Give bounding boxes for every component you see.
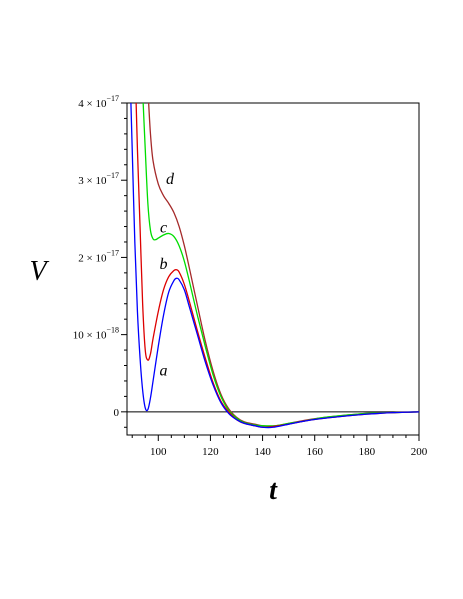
y-axis-title: V xyxy=(29,256,49,287)
x-axis-title: t xyxy=(269,475,278,506)
y-tick-label-base: 2 × 10 xyxy=(78,252,107,264)
x-tick-label: 180 xyxy=(359,446,376,458)
curve-label-c: c xyxy=(160,220,167,237)
curve-labels: a b c d xyxy=(160,171,176,379)
x-tick-label: 160 xyxy=(306,446,323,458)
y-tick-label: 4 × 10−17 xyxy=(78,94,119,110)
series-group xyxy=(130,103,419,429)
x-tick-label: 200 xyxy=(411,446,428,458)
y-tick-label-exponent: −18 xyxy=(106,326,119,335)
y-tick-label: 0 xyxy=(114,407,120,419)
y-tick-label-exponent: −17 xyxy=(106,171,119,180)
curve-label-d: d xyxy=(166,171,175,188)
y-tick-label-base: 10 × 10 xyxy=(73,330,107,342)
x-tick-label: 120 xyxy=(202,446,219,458)
curve-label-b: b xyxy=(160,256,168,273)
y-tick-label-exponent: −17 xyxy=(106,94,119,103)
series-line-c xyxy=(142,103,419,427)
axes xyxy=(126,102,420,436)
plot-frame xyxy=(126,102,420,436)
y-tick-label-exponent: −17 xyxy=(106,248,119,257)
curve-label-a: a xyxy=(160,363,168,380)
series-line-a xyxy=(130,103,419,429)
x-tick-label: 140 xyxy=(254,446,271,458)
y-tick-label: 2 × 10−17 xyxy=(78,248,119,264)
x-tick-label: 100 xyxy=(150,446,167,458)
series-line-b xyxy=(135,103,419,428)
series-line-d xyxy=(147,103,419,427)
y-tick-label: 10 × 10−18 xyxy=(73,326,119,342)
y-tick-label-base: 4 × 10 xyxy=(78,98,107,110)
y-tick-label: 3 × 10−17 xyxy=(78,171,119,187)
y-tick-label-base: 3 × 10 xyxy=(78,175,107,187)
y-tick-label-base: 0 xyxy=(114,407,120,419)
